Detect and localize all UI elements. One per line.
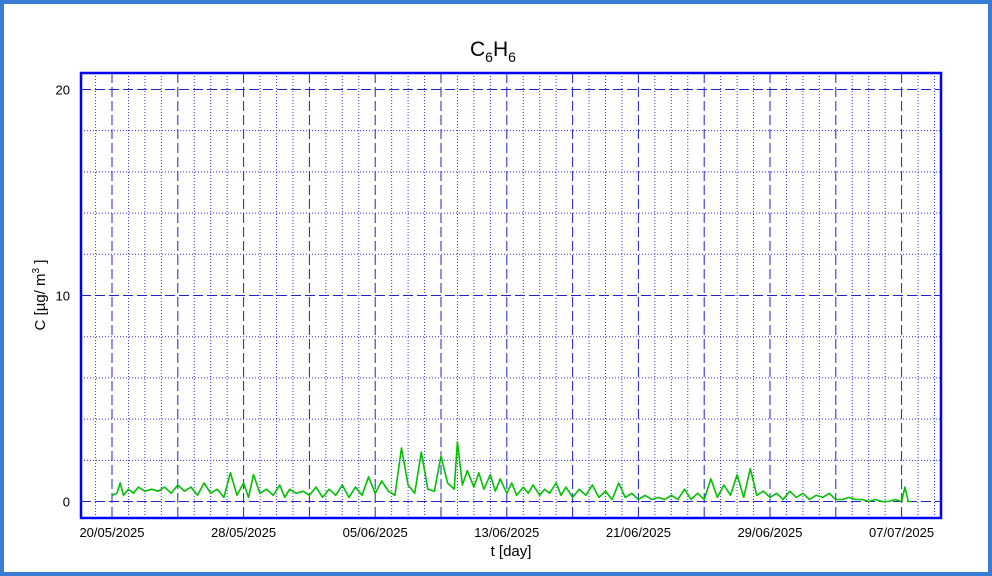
y-tick-label: 10 [56, 289, 70, 304]
chart-title: C6H6 [470, 38, 516, 65]
x-tick-label: 20/05/2025 [79, 525, 144, 540]
y-tick-label: 0 [63, 495, 70, 510]
series-line-0 [111, 440, 912, 503]
x-tick-label: 13/06/2025 [474, 525, 539, 540]
x-tick-label: 29/06/2025 [737, 525, 802, 540]
y-tick-layer: 0 10 20 [56, 82, 70, 509]
x-tick-label: 21/06/2025 [606, 525, 671, 540]
series-layer [111, 440, 912, 503]
x-axis-label: t [day] [491, 543, 532, 560]
x-tick-label: 28/05/2025 [211, 525, 276, 540]
x-tick-layer: 20/05/2025 28/05/2025 05/06/2025 13/06/2025… [79, 525, 934, 540]
y-tick-label: 20 [56, 82, 70, 97]
x-tick-label: 07/07/2025 [869, 525, 934, 540]
grid-layer [81, 73, 941, 518]
x-tick-label: 05/06/2025 [343, 525, 408, 540]
y-axis-label: C [µg/ m3 ] [31, 260, 49, 331]
plot-area-border [79, 71, 943, 520]
